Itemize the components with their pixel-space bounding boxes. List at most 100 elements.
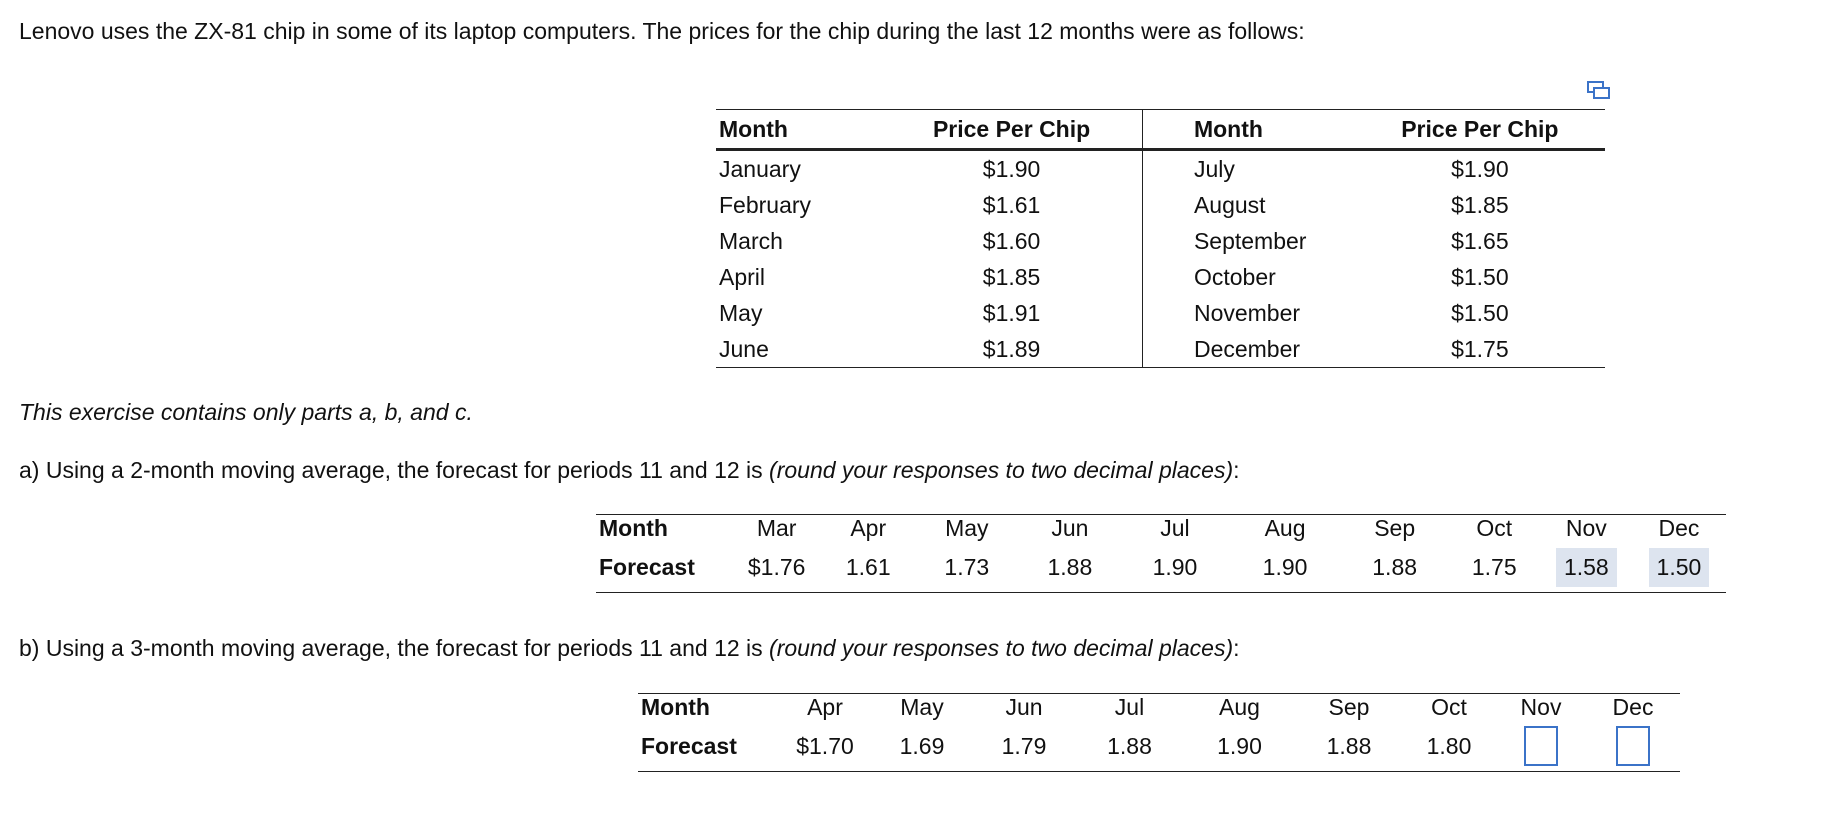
month: Jun [1051, 515, 1089, 541]
month: Aug [1264, 515, 1306, 541]
row-label: Forecast [641, 732, 737, 759]
month: Oct [1476, 515, 1513, 541]
table-row: February $1.61 August $1.85 [716, 187, 1605, 223]
forecast-cell [1496, 721, 1586, 772]
month: Jul [1160, 515, 1190, 541]
forecast-cell: 1.90 [1183, 721, 1296, 772]
note-text: This exercise contains only parts a, b, … [19, 399, 473, 425]
forecast: 1.69 [899, 732, 945, 759]
intro: Lenovo uses the ZX-81 chip in some of it… [19, 18, 1305, 44]
table-cell: $1.60 [982, 227, 1041, 254]
forecast-cell: 1.50 [1632, 542, 1726, 593]
forecast: 1.90 [1217, 732, 1262, 759]
table-cell: November [1141, 295, 1355, 331]
month: Jul [1114, 694, 1145, 720]
forecast: 1.79 [1001, 732, 1047, 759]
forecast: 1.88 [1047, 553, 1093, 580]
table-cell: $1.65 [1451, 227, 1509, 254]
month: Nov [1520, 694, 1562, 720]
forecast-cell: 1.90 [1229, 542, 1342, 593]
table-cell: April [719, 263, 766, 290]
forecast: $1.70 [796, 732, 854, 759]
note: This exercise contains only parts a, b, … [19, 398, 473, 426]
part-a-prompt: a) Using a 2-month moving average, the f… [19, 456, 1240, 484]
table-cell: July [1141, 149, 1355, 187]
prompt-italic: (round your responses to two decimal pla… [769, 457, 1234, 483]
table-cell: August [1141, 187, 1355, 223]
month: Sep [1374, 515, 1416, 541]
table-cell: January [719, 155, 801, 182]
forecast-cell: $1.76 [732, 542, 821, 593]
month: Dec [1612, 694, 1654, 720]
column-header: Month [1141, 109, 1355, 151]
forecast: 1.61 [845, 553, 891, 580]
part-b-prompt: b) Using a 3-month moving average, the f… [19, 634, 1240, 662]
table-cell: $1.85 [1451, 191, 1509, 218]
month: Apr [807, 694, 843, 720]
row-label: Month [641, 694, 710, 720]
prompt: b) Using a 3-month moving average, the f… [19, 635, 763, 661]
table-cell: $1.91 [982, 299, 1041, 326]
forecast: 1.88 [1326, 732, 1372, 759]
month-row: Month Mar Apr May Jun Jul Aug Sep Oct Nov Dec [596, 515, 1726, 543]
table-cell: $1.61 [982, 191, 1041, 218]
forecast-cell: 1.88 [1018, 542, 1121, 593]
month-row: Month Apr May Jun Jul Aug Sep Oct Nov Dec [638, 694, 1680, 722]
table-cell: $1.75 [1451, 335, 1509, 362]
column-header: Price Per Chip [1354, 109, 1605, 151]
table-row: May $1.91 November $1.50 [716, 295, 1605, 331]
prompt-end: : [1233, 457, 1240, 483]
table-cell: $1.50 [1451, 263, 1509, 290]
table-cell: February [719, 191, 812, 218]
month: Nov [1565, 515, 1607, 541]
forecast-cell: 1.58 [1541, 542, 1632, 593]
forecast: $1.76 [747, 553, 806, 580]
column-header: Price Per Chip [881, 109, 1143, 151]
table-cell: March [719, 227, 783, 254]
answer-input[interactable] [1524, 726, 1558, 766]
forecast-cell: 1.69 [872, 721, 972, 772]
forecast-cell: 1.61 [821, 542, 915, 593]
forecast: 1.80 [1426, 732, 1472, 759]
forecast: 1.75 [1471, 553, 1517, 580]
month: Oct [1431, 694, 1467, 720]
forecast-cell: 1.79 [972, 721, 1076, 772]
forecast-row: Forecast $1.76 1.61 1.73 1.88 1.90 1.90 1.88 1.7… [596, 542, 1726, 593]
table-cell: June [719, 335, 769, 362]
table-row: March $1.60 September $1.65 [716, 223, 1605, 259]
month: Dec [1658, 515, 1700, 541]
table-cell: $1.85 [982, 263, 1041, 290]
forecast-cell: $1.70 [778, 721, 872, 772]
forecast-cell: 1.80 [1402, 721, 1496, 772]
forecast-cell [1586, 721, 1680, 772]
prompt-end: : [1233, 635, 1240, 661]
column-header: Month [716, 109, 882, 151]
prompt: a) Using a 2-month moving average, the f… [19, 457, 763, 483]
table-cell: $1.50 [1451, 299, 1509, 326]
answer-input[interactable] [1616, 726, 1650, 766]
table-row: January $1.90 July $1.90 [716, 149, 1605, 187]
table-cell: September [1141, 223, 1355, 259]
month: Mar [756, 515, 797, 541]
month: Apr [850, 515, 887, 541]
table-row: June $1.89 December $1.75 [716, 331, 1605, 368]
table-cell: May [719, 299, 763, 326]
month: May [945, 515, 989, 541]
forecast-cell: 1.88 [1076, 721, 1183, 772]
forecast: 1.73 [944, 553, 990, 580]
month: Jun [1005, 694, 1043, 720]
forecast: 1.90 [1262, 553, 1308, 580]
answer-input[interactable]: 1.58 [1555, 547, 1617, 587]
forecast-cell: 1.88 [1342, 542, 1448, 593]
row-label: Forecast [599, 553, 695, 580]
forecast: 1.88 [1372, 553, 1418, 580]
prompt-italic: (round your responses to two decimal pla… [769, 635, 1234, 661]
table-cell: $1.90 [982, 155, 1041, 182]
forecast-cell: 1.90 [1121, 542, 1228, 593]
popout-icon[interactable] [1586, 80, 1612, 102]
row-label: Month [599, 515, 668, 541]
table-cell: $1.90 [1451, 155, 1509, 182]
month: Sep [1328, 694, 1370, 720]
answer-input[interactable]: 1.50 [1648, 547, 1710, 587]
